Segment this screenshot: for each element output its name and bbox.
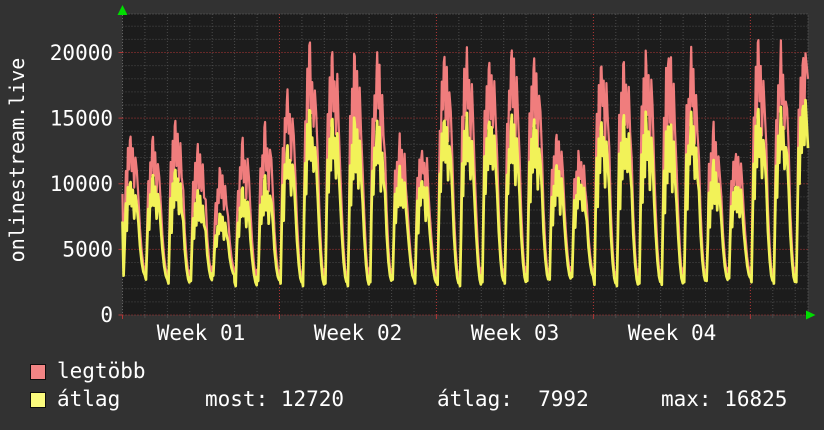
legend-swatch-legtobb [30, 363, 46, 380]
x-tick-label-week-02: Week 02 [314, 321, 403, 345]
stat-atlag: átlag: 7992 [437, 387, 589, 411]
stat-max: max: 16825 [661, 387, 788, 411]
chart-generated-layers [118, 13, 810, 319]
legend-item-atlag: átlag [30, 387, 121, 411]
x-axis-arrow-icon [806, 310, 816, 320]
legend-label-atlag: átlag [57, 387, 121, 411]
legend-item-legtobb: legtöbb [30, 359, 146, 383]
y-tick-label-20000: 20000 [50, 41, 113, 65]
y-axis-arrow-icon [117, 5, 128, 15]
x-tick-label-week-01: Week 01 [157, 321, 246, 345]
atlag-series-line [121, 98, 810, 288]
y-tick-label-15000: 15000 [50, 107, 113, 131]
x-tick-label-week-03: Week 03 [471, 321, 560, 345]
legend-label-legtobb: legtöbb [57, 359, 146, 383]
y-tick-label-10000: 10000 [50, 172, 113, 196]
legend-swatch-atlag [30, 391, 46, 408]
x-tick-label-week-04: Week 04 [628, 321, 717, 345]
y-tick-label-0: 0 [100, 303, 113, 327]
y-tick-label-5000: 5000 [62, 238, 113, 262]
stat-most: most: 12720 [205, 387, 345, 411]
